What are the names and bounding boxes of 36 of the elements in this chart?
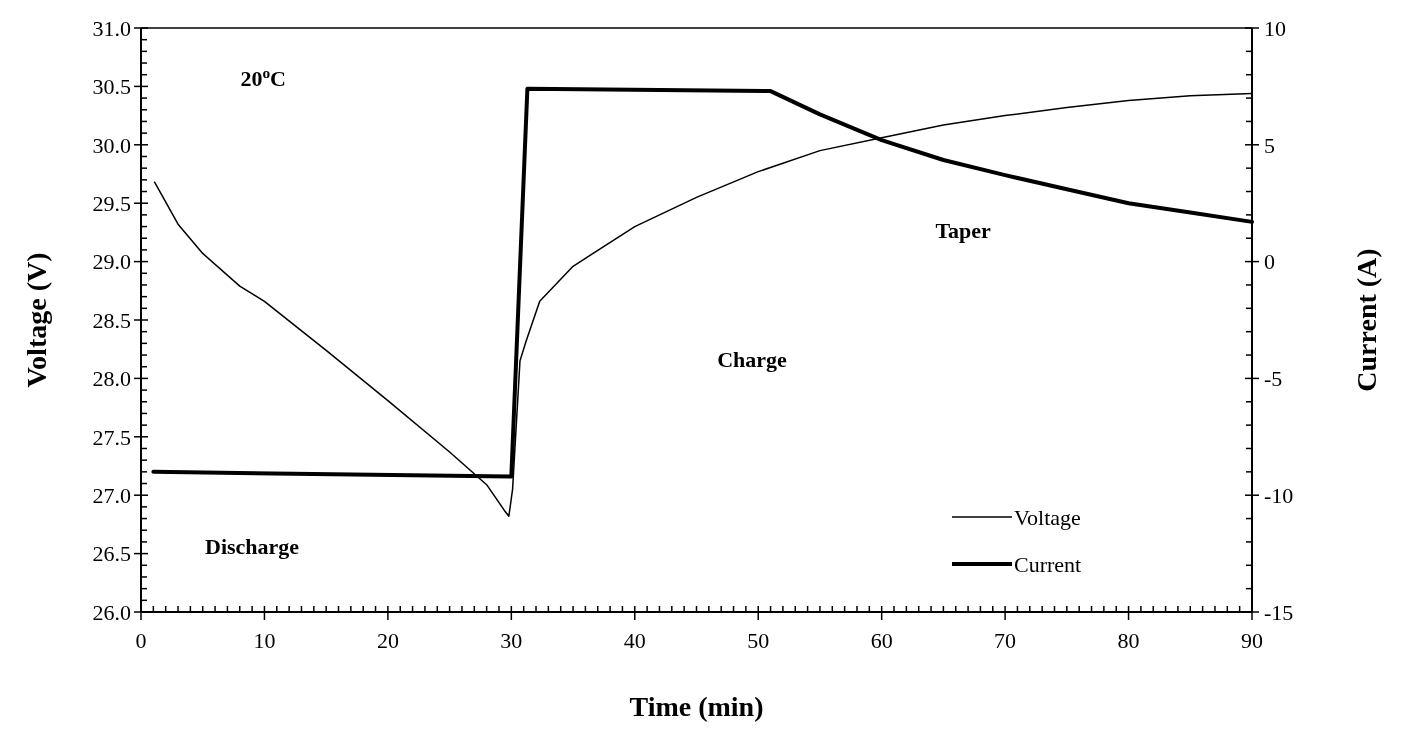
annotation: Taper [935,218,992,244]
y-tick-label: 31.0 [92,15,131,41]
legend-label: Current [1014,551,1082,577]
x-tick-label: 70 [994,628,1017,653]
legend-label: Voltage [1014,504,1081,530]
y2-tick-label: -15 [1264,599,1294,625]
x-tick-label: 60 [870,628,893,653]
y-tick-label: 30.0 [92,132,131,158]
x-tick-label: 30 [500,628,523,653]
y-tick-label: 26.5 [92,541,131,567]
y2-tick-label: 0 [1264,249,1275,275]
x-tick-label: 80 [1117,628,1140,653]
x-tick-label: 50 [747,628,770,653]
y-tick-label: 30.5 [92,74,131,100]
x-tick-label: 20 [376,628,399,653]
y-tick-label: 27.5 [92,424,131,450]
annotation: Charge [717,346,788,372]
x-axis-title: Time (min) [629,691,764,722]
y-tick-label: 29.0 [92,249,131,275]
y-tick-label: 28.5 [92,307,131,333]
y-tick-label: 29.5 [92,190,131,216]
y2-tick-label: -10 [1264,482,1294,508]
x-tick-label: 10 [253,628,276,653]
y2-tick-label: 10 [1264,15,1286,41]
annotation: Discharge [205,533,300,559]
x-tick-label: 90 [1241,628,1263,653]
y-tick-label: 27.0 [92,482,131,508]
x-tick-label: 40 [623,628,646,653]
y-tick-label: 28.0 [92,366,131,392]
y2-tick-label: 5 [1264,132,1275,158]
y-tick-label: 26.0 [92,599,131,625]
y2-tick-label: -5 [1264,366,1283,392]
annotation: 20$^{o}$C [240,63,287,92]
y2-axis-title: Current (A) [1351,248,1382,392]
y-axis-title: Voltage (V) [21,252,52,388]
x-tick-label: 0 [135,628,147,653]
